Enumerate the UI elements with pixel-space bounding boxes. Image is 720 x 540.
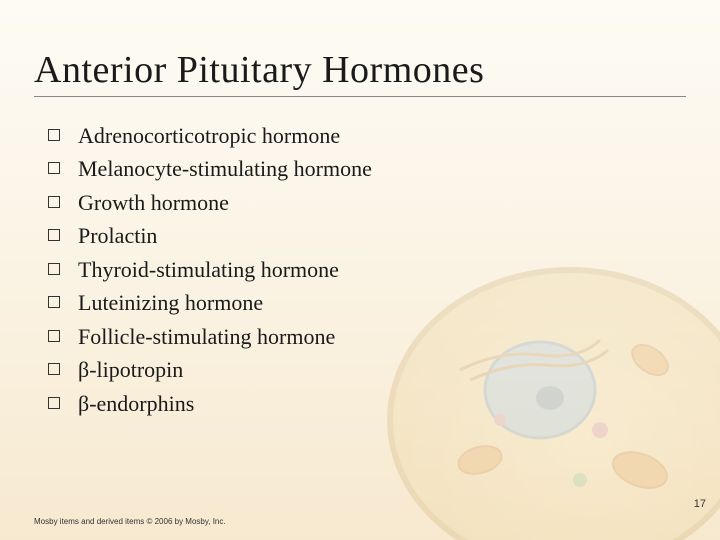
copyright-text: Mosby items and derived items © 2006 by … bbox=[34, 517, 226, 526]
list-item: Follicle-stimulating hormone bbox=[48, 320, 686, 353]
page-number: 17 bbox=[694, 498, 706, 510]
list-item: Melanocyte-stimulating hormone bbox=[48, 152, 686, 185]
list-item: Prolactin bbox=[48, 219, 686, 252]
list-item: Adrenocorticotropic hormone bbox=[48, 119, 686, 152]
page-title: Anterior Pituitary Hormones bbox=[34, 48, 686, 92]
list-item: β-lipotropin bbox=[48, 353, 686, 386]
hormone-list: Adrenocorticotropic hormone Melanocyte-s… bbox=[34, 119, 686, 420]
list-item: β-endorphins bbox=[48, 387, 686, 420]
list-item: Thyroid-stimulating hormone bbox=[48, 253, 686, 286]
title-rule bbox=[34, 96, 686, 97]
list-item: Growth hormone bbox=[48, 186, 686, 219]
list-item: Luteinizing hormone bbox=[48, 286, 686, 319]
